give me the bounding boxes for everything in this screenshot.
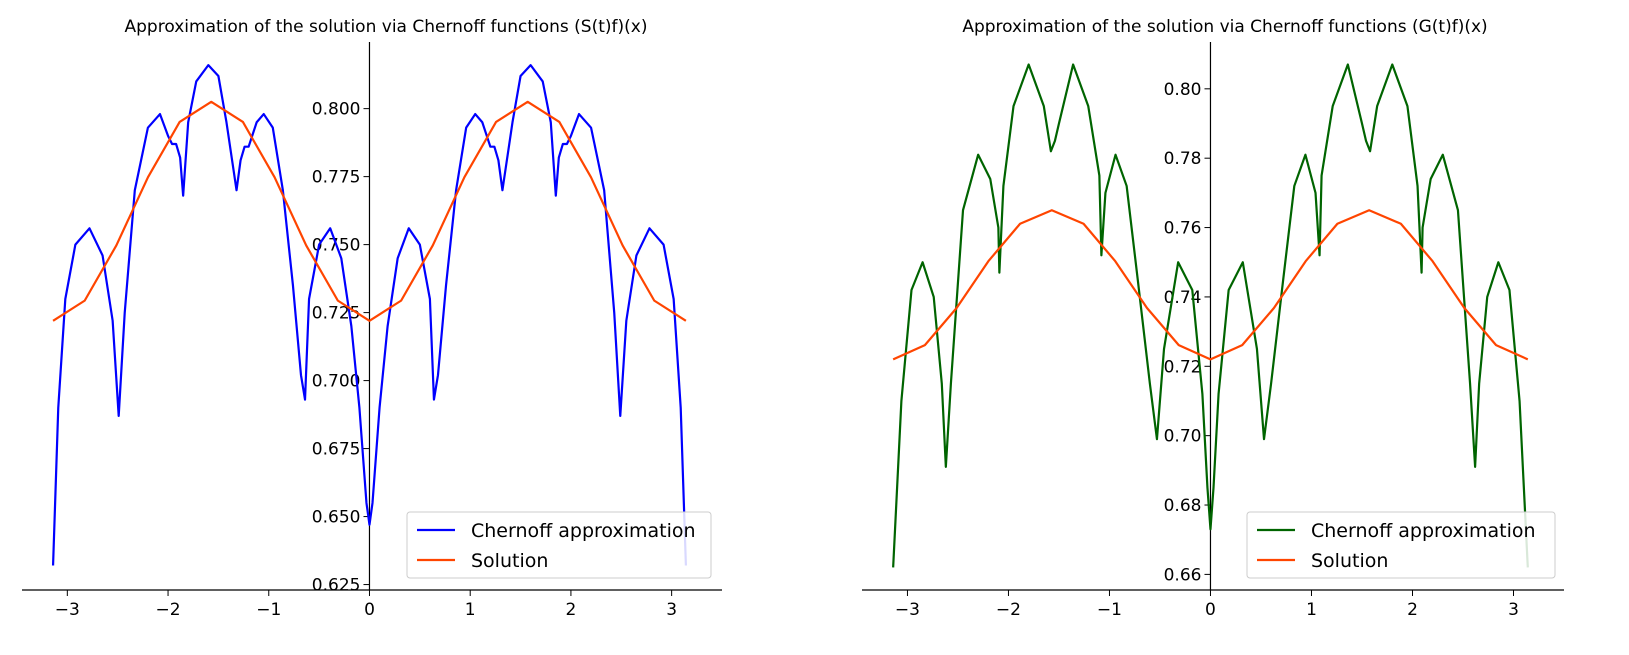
left-x-tick-label: −3 (55, 600, 80, 620)
left-y-tick-label: 0.675 (312, 440, 361, 460)
right-legend-box (1246, 511, 1556, 579)
left-legend-box (406, 511, 712, 579)
left-y-tick-label: 0.650 (312, 508, 361, 528)
right-x-tick-label: 2 (1407, 600, 1418, 620)
right-chart-panel: Approximation of the solution via Cherno… (862, 17, 1564, 620)
left-x-tick-label: 1 (465, 600, 476, 620)
right-y-tick-label: 0.78 (1164, 149, 1202, 169)
left-solution-line (52, 100, 687, 322)
right-y-tick-label: 0.76 (1164, 219, 1202, 239)
left-x-ticks: −3 −2 −1 0 1 2 3 (55, 590, 677, 620)
right-x-tick-label: 1 (1306, 600, 1317, 620)
left-y-tick-label: 0.725 (312, 304, 361, 324)
right-x-ticks: −3 −2 −1 0 1 2 3 (895, 590, 1519, 620)
left-x-tick-label: −1 (256, 600, 281, 620)
left-series-group (51, 64, 687, 566)
right-legend: Chernoff approximation Solution (1246, 511, 1556, 579)
right-y-tick-label: 0.70 (1164, 427, 1202, 447)
right-y-tick-label: 0.68 (1164, 496, 1202, 516)
left-chart-panel: Approximation of the solution via Cherno… (22, 17, 722, 620)
left-x-tick-label: −2 (156, 600, 181, 620)
left-chernoff-approximation-line (51, 64, 687, 566)
right-x-tick-label: −2 (996, 600, 1021, 620)
right-legend-label-approximation: Chernoff approximation (1311, 520, 1536, 542)
left-legend-label-solution: Solution (471, 550, 548, 572)
right-x-tick-label: 3 (1508, 600, 1519, 620)
right-axes (862, 42, 1564, 591)
left-x-tick-label: 2 (566, 600, 577, 620)
right-chernoff-approximation-line (892, 63, 1529, 568)
right-y-tick-label: 0.80 (1164, 80, 1202, 100)
left-y-tick-label: 0.700 (312, 372, 361, 392)
right-y-tick-label: 0.66 (1164, 565, 1202, 585)
left-legend-label-approximation: Chernoff approximation (471, 520, 696, 542)
right-y-tick-label: 0.74 (1164, 288, 1202, 308)
right-chart-title: Approximation of the solution via Cherno… (962, 17, 1487, 37)
right-x-tick-label: −3 (895, 600, 920, 620)
right-legend-label-solution: Solution (1311, 550, 1388, 572)
right-y-tick-label: 0.72 (1164, 357, 1202, 377)
left-y-tick-label: 0.775 (312, 168, 361, 188)
left-y-tick-label: 0.625 (312, 576, 361, 596)
left-axes (22, 42, 722, 591)
left-chart-title: Approximation of the solution via Cherno… (125, 17, 648, 37)
left-x-tick-label: 0 (364, 600, 375, 620)
left-y-tick-label: 0.800 (312, 100, 361, 120)
right-solution-line (892, 209, 1529, 361)
right-x-tick-label: 0 (1205, 600, 1216, 620)
left-x-tick-label: 3 (666, 600, 677, 620)
right-x-tick-label: −1 (1097, 600, 1122, 620)
right-y-ticks: 0.66 0.68 0.70 0.72 0.74 0.76 0.78 0.80 (1164, 80, 1211, 585)
right-series-group (892, 63, 1529, 568)
left-legend: Chernoff approximation Solution (406, 511, 712, 579)
